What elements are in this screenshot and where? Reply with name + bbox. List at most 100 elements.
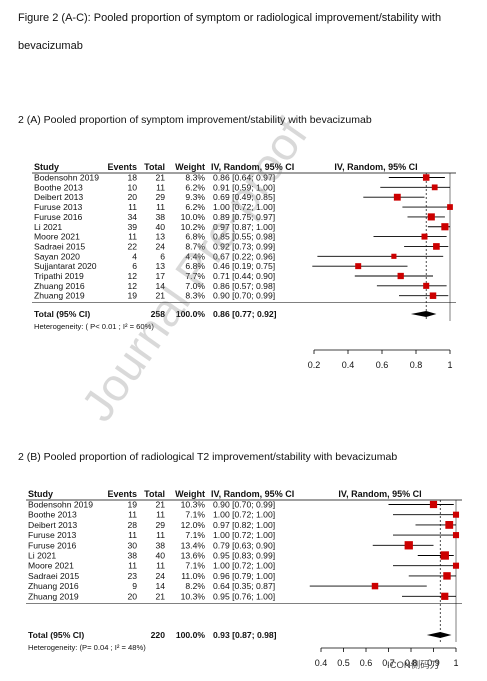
panel-a-study-events: 18 xyxy=(127,173,137,183)
panel-b-study-name: Li 2021 xyxy=(28,551,56,561)
panel-b-x-tick-label: 0.9 xyxy=(427,658,440,668)
panel-a-study-marker xyxy=(431,184,438,191)
panel-b-study-events: 20 xyxy=(127,591,137,601)
panel-a-header-plot-ci: IV, Random, 95% CI xyxy=(334,162,417,172)
panel-a-study-weight: 10.0% xyxy=(181,212,206,222)
panel-a-study-ci: 0.71 [0.44; 0.90] xyxy=(213,271,275,281)
panel-b-study-events: 30 xyxy=(127,540,137,550)
panel-b-study-events: 38 xyxy=(127,551,137,561)
panel-b-study-name: Bodensohn 2019 xyxy=(28,500,93,510)
panel-b-study-ci: 0.79 [0.63; 0.90] xyxy=(213,540,275,550)
panel-b-study-ci: 0.95 [0.83; 0.99] xyxy=(213,551,275,561)
panel-a-study-ci: 0.97 [0.87; 1.00] xyxy=(213,222,275,232)
panel-b-x-tick-label: 0.5 xyxy=(337,658,350,668)
panel-a-study-total: 21 xyxy=(155,291,165,301)
panel-a-study-ci: 0.90 [0.70; 0.99] xyxy=(213,291,275,301)
panel-b-study-marker xyxy=(452,511,460,518)
panel-a-study-ci: 0.67 [0.22; 0.96] xyxy=(213,251,275,261)
panel-b-title: 2 (B) Pooled proportion of radiological … xyxy=(18,451,398,463)
panel-a-study-marker xyxy=(429,292,437,299)
panel-b-study-ci: 0.96 [0.79; 1.00] xyxy=(213,571,275,581)
panel-b-study-total: 24 xyxy=(155,571,165,581)
panel-a-heterogeneity: Heterogeneity: ( P< 0.01 ; I² = 60%) xyxy=(34,322,154,331)
panel-b-study-weight: 7.1% xyxy=(185,561,205,571)
panel-a-x-tick-label: 0.6 xyxy=(376,360,389,370)
panel-a-study-total: 11 xyxy=(156,182,165,192)
panel-a-study-marker xyxy=(423,282,430,289)
panel-b-x-tick-label: 0.4 xyxy=(315,658,328,668)
panel-b-x-tick-label: 0.8 xyxy=(405,658,418,668)
panel-b-study-name: Furuse 2013 xyxy=(28,530,76,540)
panel-b-study-ci: 0.90 [0.70; 0.99] xyxy=(213,500,275,510)
panel-b-study-name: Zhuang 2016 xyxy=(28,581,79,591)
panel-a-total-ci: 0.86 [0.77; 0.92] xyxy=(213,309,277,319)
panel-b-study-weight: 10.3% xyxy=(181,500,206,510)
panel-a-study-weight: 6.2% xyxy=(185,202,205,212)
panel-a-header-weight: Weight xyxy=(175,162,205,172)
panel-b-study-events: 9 xyxy=(132,581,137,591)
panel-a-study-name: Deibert 2013 xyxy=(34,192,83,202)
panel-a-study-weight: 6.8% xyxy=(185,232,205,242)
panel-a-study-events: 20 xyxy=(127,192,137,202)
panel-a-study-total: 40 xyxy=(155,222,165,232)
corner-logo: ICON侧码刀 xyxy=(387,660,440,671)
panel-b-study-events: 19 xyxy=(127,500,137,510)
panel-a-pooled-diamond xyxy=(410,311,437,317)
panel-a-x-tick-label: 0.4 xyxy=(342,360,355,370)
panel-b-study-weight: 11.0% xyxy=(181,571,205,581)
panel-a-study-name: Sadraei 2015 xyxy=(34,241,85,251)
panel-a-study-total: 21 xyxy=(155,173,165,183)
panel-a-study-events: 34 xyxy=(127,212,137,222)
panel-a-study-events: 4 xyxy=(132,251,137,261)
panel-a-study-ci: 0.92 [0.73; 0.99] xyxy=(213,241,275,251)
panel-a-study-events: 12 xyxy=(127,271,137,281)
panel-a-study-total: 29 xyxy=(155,192,165,202)
panel-a-study-marker xyxy=(433,243,440,250)
panel-b-study-total: 29 xyxy=(155,520,165,530)
panel-b-study-weight: 8.2% xyxy=(185,581,205,591)
panel-a-study-ci: 0.86 [0.57; 0.98] xyxy=(213,281,275,291)
panel-a-study-ci: 0.85 [0.55; 0.98] xyxy=(213,232,275,242)
panel-a-study-weight: 10.2% xyxy=(181,222,206,232)
panel-b-study-total: 40 xyxy=(155,551,165,561)
panel-a-x-tick-label: 0.8 xyxy=(410,360,423,370)
panel-a-study-marker xyxy=(421,233,428,240)
panel-a-study-ci: 0.91 [0.59; 1.00] xyxy=(213,182,275,192)
panel-b-study-weight: 10.3% xyxy=(181,591,206,601)
panel-b-study-total: 21 xyxy=(155,591,165,601)
panel-b-header-events: Events xyxy=(107,489,137,499)
panel-a-study-marker xyxy=(355,263,362,270)
figure-caption-line2: bevacizumab xyxy=(18,40,83,52)
panel-b-x-tick-label: 1 xyxy=(453,658,458,668)
panel-b-study-marker xyxy=(452,532,460,539)
panel-a-x-tick-label: 0.2 xyxy=(308,360,321,370)
panel-b-study-name: Boothe 2013 xyxy=(28,510,77,520)
panel-a-study-weight: 4.4% xyxy=(185,251,205,261)
panel-a-study-events: 11 xyxy=(128,232,137,242)
panel-b-pooled-diamond xyxy=(426,632,452,638)
panel-b-study-ci: 0.64 [0.35; 0.87] xyxy=(213,581,275,591)
panel-a-study-total: 14 xyxy=(155,281,165,291)
panel-a-header-study: Study xyxy=(34,162,59,172)
panel-b-study-total: 11 xyxy=(156,561,165,571)
panel-a-study-weight: 8.3% xyxy=(185,291,205,301)
panel-a-title: 2 (A) Pooled proportion of symptom impro… xyxy=(18,114,372,126)
panel-b-study-weight: 13.6% xyxy=(181,551,206,561)
panel-b-study-events: 11 xyxy=(128,530,137,540)
panel-b-study-marker xyxy=(443,572,451,580)
panel-b-header-weight: Weight xyxy=(175,489,205,499)
panel-a-study-events: 12 xyxy=(127,281,137,291)
panel-b-header-plot-ci: IV, Random, 95% CI xyxy=(338,489,421,499)
panel-b-study-name: Zhuang 2019 xyxy=(28,591,79,601)
figure-caption-line1: Figure 2 (A-C): Pooled proportion of sym… xyxy=(18,12,442,24)
panel-a-study-marker xyxy=(397,272,404,280)
panel-b-study-name: Deibert 2013 xyxy=(28,520,77,530)
panel-b-total-label: Total (95% CI) xyxy=(28,630,84,640)
panel-a-study-name: Sayan 2020 xyxy=(34,251,80,261)
panel-a-study-total: 24 xyxy=(155,241,165,251)
panel-a-study-events: 11 xyxy=(128,202,137,212)
panel-b-total-ci: 0.93 [0.87; 0.98] xyxy=(213,630,277,640)
panel-a-study-marker xyxy=(422,174,430,181)
panel-b-study-marker xyxy=(441,592,449,600)
